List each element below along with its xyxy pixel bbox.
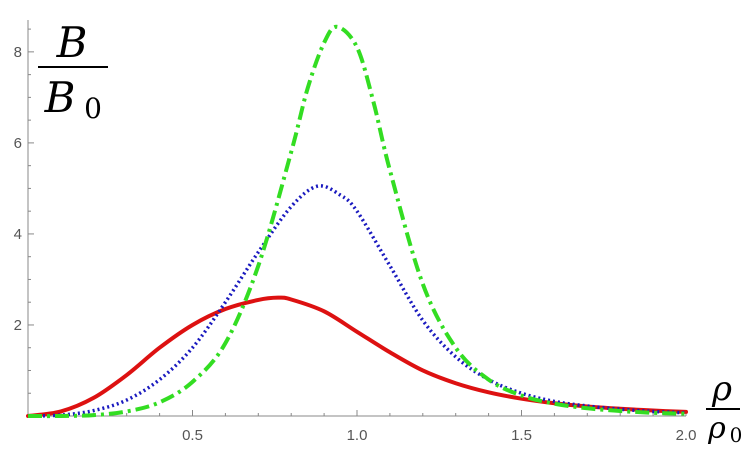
y-label-numerator: B xyxy=(56,18,88,67)
x-label-denominator-sub: 0 xyxy=(730,423,743,447)
series-line-dashdot xyxy=(27,24,687,419)
x-label-numerator: ρ xyxy=(711,369,732,409)
x-tick-label: 1.5 xyxy=(511,427,532,444)
x-label-denominator: ρ xyxy=(707,411,726,446)
series-line-dotted xyxy=(27,184,687,418)
y-tick-label: 4 xyxy=(14,226,22,243)
x-tick-label: 0.5 xyxy=(182,427,203,444)
x-tick-label: 1.0 xyxy=(347,427,368,444)
y-label-denominator-sub: 0 xyxy=(84,92,102,125)
ticks: 0.5 1.0 1.5 2.0 2 4 6 8 xyxy=(14,28,697,444)
y-tick-label: 2 xyxy=(14,317,22,334)
x-tick-label: 2.0 xyxy=(676,427,697,444)
axes xyxy=(27,20,686,417)
x-axis-label: ρ ρ 0 xyxy=(706,369,742,447)
y-tick-label: 6 xyxy=(14,135,22,152)
y-axis-label: B B 0 xyxy=(38,18,108,125)
series-line-solid xyxy=(26,295,688,418)
y-label-denominator: B xyxy=(44,73,76,122)
series-group xyxy=(26,24,688,419)
y-tick-label: 8 xyxy=(14,44,22,61)
